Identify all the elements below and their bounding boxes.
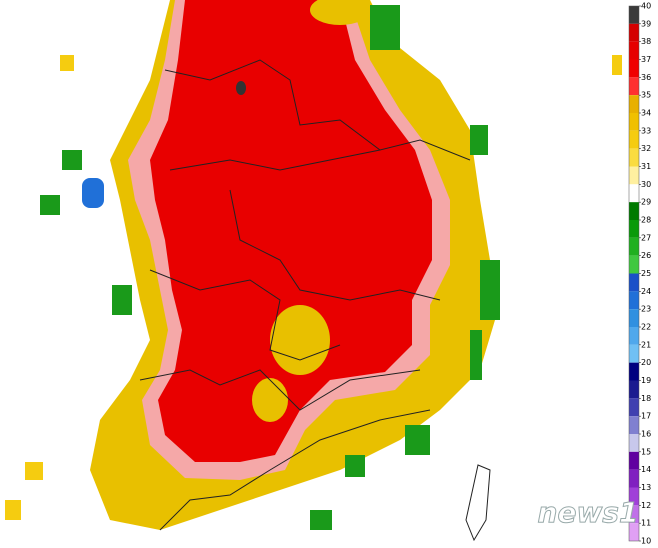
- tick-label: 40: [641, 2, 651, 11]
- colorbar-segment: [629, 380, 639, 399]
- colorbar: 40 39 38 37 36 35 34 33 32 31 30 29 28 27 26 25 24 23 22 21…: [628, 2, 651, 546]
- yellow-zone: [270, 305, 330, 375]
- tick-label: 24: [641, 287, 651, 296]
- tick-label: 15: [641, 447, 651, 456]
- tick-label: 25: [641, 269, 651, 278]
- hot-spot: [236, 81, 246, 95]
- green-cells: [40, 5, 500, 530]
- colorbar-segment: [629, 202, 639, 220]
- tick-label: 30: [641, 180, 651, 189]
- tick-label: 33: [641, 126, 651, 135]
- colorbar-segment: [629, 451, 639, 470]
- colorbar-segment: [629, 291, 639, 310]
- colorbar-segment: [629, 469, 639, 488]
- yellow-zone: [310, 0, 370, 25]
- colorbar-segment: [629, 95, 639, 113]
- tick-label: 36: [641, 73, 651, 82]
- colorbar-segment: [629, 362, 639, 381]
- colorbar-segment: [629, 130, 639, 149]
- tick-label: 28: [641, 216, 651, 225]
- tick-label: 20: [641, 358, 651, 367]
- colorbar-segment: [629, 220, 639, 238]
- tick-label: 31: [641, 162, 651, 171]
- colorbar-segment: [629, 237, 639, 256]
- colorbar-segment: [629, 6, 639, 24]
- colorbar-segment: [629, 166, 639, 185]
- colorbar-segment: [629, 59, 639, 78]
- tick-label: 18: [641, 394, 651, 403]
- tick-label: 27: [641, 233, 651, 242]
- colorbar-segment: [629, 505, 639, 524]
- tick-label: 19: [641, 376, 651, 385]
- tick-label: 17: [641, 412, 651, 421]
- tick-label: 11: [641, 519, 651, 528]
- colorbar-segment: [629, 184, 639, 203]
- tick-label: 29: [641, 198, 651, 207]
- colorbar-segment: [629, 255, 639, 274]
- colorbar-segment: [629, 77, 639, 96]
- colorbar-segment: [629, 434, 639, 452]
- tick-label: 35: [641, 91, 651, 100]
- colorbar-segment: [629, 487, 639, 506]
- yellow-cells: [5, 55, 622, 520]
- colorbar-segment: [629, 416, 639, 434]
- tick-label: 16: [641, 430, 651, 439]
- blue-cell: [82, 178, 104, 208]
- tick-label: 34: [641, 109, 651, 118]
- tick-label: 21: [641, 340, 651, 349]
- tick-label: 26: [641, 251, 651, 260]
- tick-label: 37: [641, 55, 651, 64]
- colorbar-segment: [629, 523, 639, 541]
- tick-label: 32: [641, 144, 651, 153]
- tick-label: 23: [641, 305, 651, 314]
- tick-label: 12: [641, 501, 651, 510]
- tick-label: 38: [641, 37, 651, 46]
- colorbar-segment: [629, 273, 639, 292]
- colorbar-segment: [629, 41, 639, 60]
- colorbar-segment: [629, 398, 639, 417]
- colorbar-segment: [629, 113, 639, 131]
- colorbar-segment: [629, 327, 639, 345]
- tick-label: 22: [641, 323, 651, 332]
- temperature-field: [5, 0, 622, 542]
- watermark: news1: [538, 496, 639, 529]
- red-zone: [150, 0, 432, 462]
- borders: [139, 59, 491, 542]
- colorbar-segment: [629, 23, 639, 42]
- yellow-zone: [252, 378, 288, 422]
- colorbar-segment: [629, 148, 639, 167]
- tick-label: 13: [641, 483, 651, 492]
- tick-label: 14: [641, 465, 651, 474]
- colorbar-segment: [629, 344, 639, 363]
- tick-label: 10: [641, 537, 651, 546]
- tick-label: 39: [641, 19, 651, 28]
- colorbar-segment: [629, 309, 639, 327]
